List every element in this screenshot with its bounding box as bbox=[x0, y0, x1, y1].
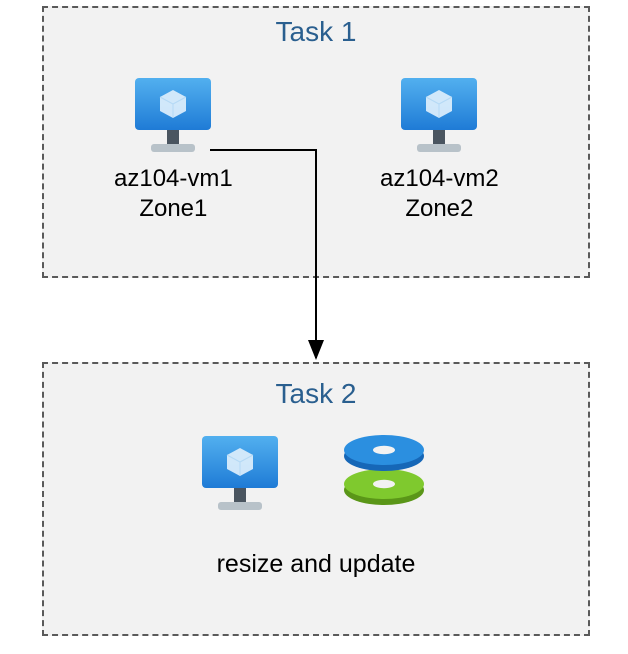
task2-caption: resize and update bbox=[44, 550, 588, 579]
vm1-zone: Zone1 bbox=[139, 195, 207, 222]
disk-icon bbox=[334, 428, 434, 516]
vm-icon bbox=[194, 432, 286, 516]
vm-icon bbox=[127, 74, 219, 158]
vm2-zone: Zone2 bbox=[405, 195, 473, 222]
vm2-label: az104-vm2 Zone2 bbox=[380, 164, 499, 224]
vm1-name: az104-vm1 bbox=[114, 165, 233, 192]
task1-box: Task 1 az104-vm1 Zone1 bbox=[42, 6, 590, 278]
vm1-group: az104-vm1 Zone1 bbox=[114, 74, 233, 224]
disk-icon-group bbox=[334, 428, 434, 516]
task2-vm-group bbox=[194, 432, 286, 516]
vm2-name: az104-vm2 bbox=[380, 165, 499, 192]
vm2-group: az104-vm2 Zone2 bbox=[380, 74, 499, 224]
task2-box: Task 2 bbox=[42, 362, 590, 636]
task1-title: Task 1 bbox=[44, 16, 588, 48]
vm1-label: az104-vm1 Zone1 bbox=[114, 164, 233, 224]
task2-title: Task 2 bbox=[44, 378, 588, 410]
vm-icon bbox=[393, 74, 485, 158]
